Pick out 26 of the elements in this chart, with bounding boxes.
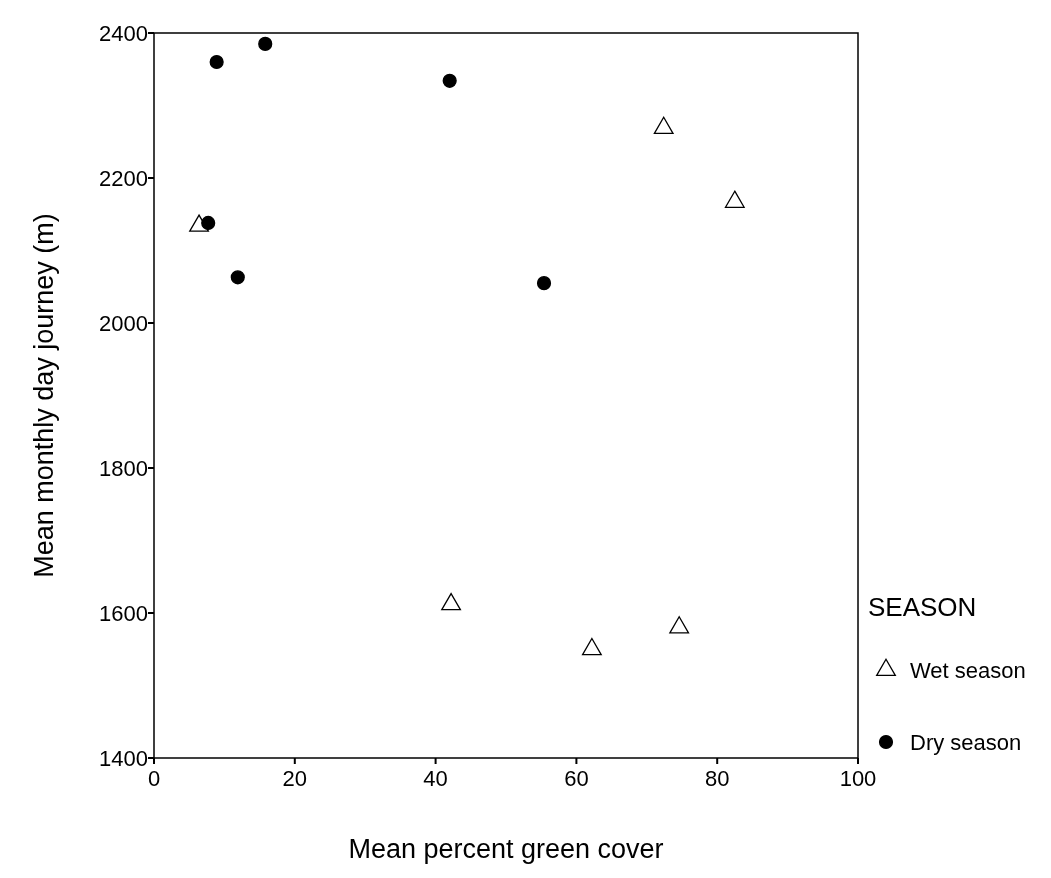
x-tick-label: 100 [839,766,877,791]
x-tick-label: 0 [147,766,161,791]
legend-label: Wet season [910,658,1026,683]
x-axis-title: Mean percent green cover [348,834,664,864]
y-tick-label: 1800 [99,456,148,481]
point [581,637,602,656]
point [536,276,552,291]
legend-label: Dry season [910,730,1022,755]
y-axis-title: Mean monthly day journey (m) [29,213,59,578]
x-tick-label: 60 [564,766,589,791]
y-tick-label: 1400 [99,746,148,771]
point [442,73,457,88]
point [258,36,273,51]
x-tick-label: 40 [423,766,448,791]
y-tick-label: 2400 [99,21,148,46]
point [230,270,245,285]
point [441,592,462,611]
x-tick-label: 20 [282,766,308,791]
x-tick-label: 80 [704,766,730,791]
legend-title: SEASON [868,592,977,622]
point [201,215,216,231]
point [669,616,690,634]
y-tick-label: 2200 [99,166,148,191]
y-tick-label: 2000 [99,311,148,336]
point [209,54,224,70]
y-tick-label: 1600 [99,601,148,626]
